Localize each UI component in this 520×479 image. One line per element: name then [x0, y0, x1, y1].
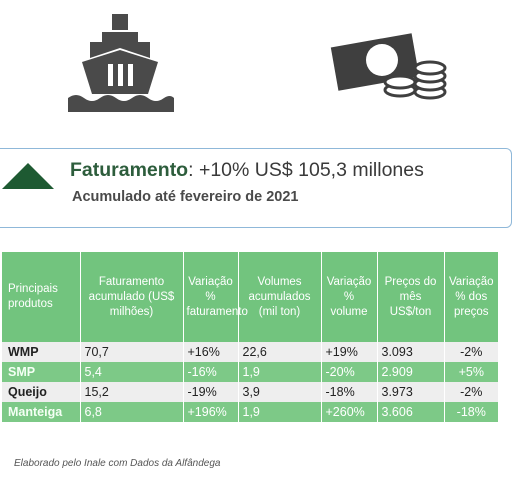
- table-cell: 70,7: [80, 342, 184, 362]
- table-row: WMP 70,7 +16% 22,6 +19% 3.093 -2%: [2, 342, 498, 362]
- trend-up-icon: [2, 163, 54, 189]
- column-header: Variação % volume: [321, 252, 378, 342]
- table-cell: +260%: [321, 402, 378, 422]
- summary-subtitle: Acumulado até fevereiro de 2021: [72, 189, 299, 205]
- column-header: Variação % dos preços: [444, 252, 498, 342]
- product-cell: Queijo: [2, 382, 81, 402]
- table-cell: 1,9: [238, 362, 322, 382]
- table-cell: 1,9: [238, 402, 322, 422]
- column-header: Principais produtos: [2, 252, 81, 342]
- table-cell: 3.093: [377, 342, 445, 362]
- table-row: Queijo 15,2 -19% 3,9 -18% 3.973 -2%: [2, 382, 498, 402]
- product-cell: Manteiga: [2, 402, 81, 422]
- table-cell: 6,8: [80, 402, 184, 422]
- table-cell: +16%: [183, 342, 239, 362]
- column-header: Faturamento acumulado (US$ milhões): [80, 252, 184, 342]
- column-header: Preços do mês US$/ton: [377, 252, 445, 342]
- table-cell: 3.973: [377, 382, 445, 402]
- table-cell: -19%: [183, 382, 239, 402]
- table-cell: -2%: [444, 342, 498, 362]
- summary-box: Faturamento: +10% US$ 105,3 millones Acu…: [0, 148, 512, 228]
- table-cell: -2%: [444, 382, 498, 402]
- table-cell: +19%: [321, 342, 378, 362]
- table-cell: -18%: [444, 402, 498, 422]
- table-cell: 3.606: [377, 402, 445, 422]
- ship-icon: [68, 14, 174, 112]
- table-row: Manteiga 6,8 +196% 1,9 +260% 3.606 -18%: [2, 402, 498, 422]
- product-cell: SMP: [2, 362, 81, 382]
- table-header-row: Principais produtos Faturamento acumulad…: [2, 252, 498, 342]
- table-cell: 22,6: [238, 342, 322, 362]
- summary-value: : +10% US$ 105,3 millones: [188, 159, 424, 181]
- table-cell: 5,4: [80, 362, 184, 382]
- product-cell: WMP: [2, 342, 81, 362]
- source-note: Elaborado pelo Inale com Dados da Alfând…: [14, 458, 221, 469]
- column-header: Volumes acumulados (mil ton): [238, 252, 322, 342]
- exports-table: Principais produtos Faturamento acumulad…: [2, 252, 498, 422]
- table-row: SMP 5,4 -16% 1,9 -20% 2.909 +5%: [2, 362, 498, 382]
- table-cell: 15,2: [80, 382, 184, 402]
- summary-label: Faturamento: [70, 159, 189, 181]
- table-cell: 3,9: [238, 382, 322, 402]
- table-cell: +196%: [183, 402, 239, 422]
- table-cell: -16%: [183, 362, 239, 382]
- table-cell: -18%: [321, 382, 378, 402]
- column-header: Variação % faturamento: [183, 252, 248, 342]
- table-cell: -20%: [321, 362, 378, 382]
- table-cell: 2.909: [377, 362, 445, 382]
- money-icon: [330, 33, 447, 100]
- table-cell: +5%: [444, 362, 498, 382]
- summary-headline: Faturamento: +10% US$ 105,3 millones: [70, 159, 424, 182]
